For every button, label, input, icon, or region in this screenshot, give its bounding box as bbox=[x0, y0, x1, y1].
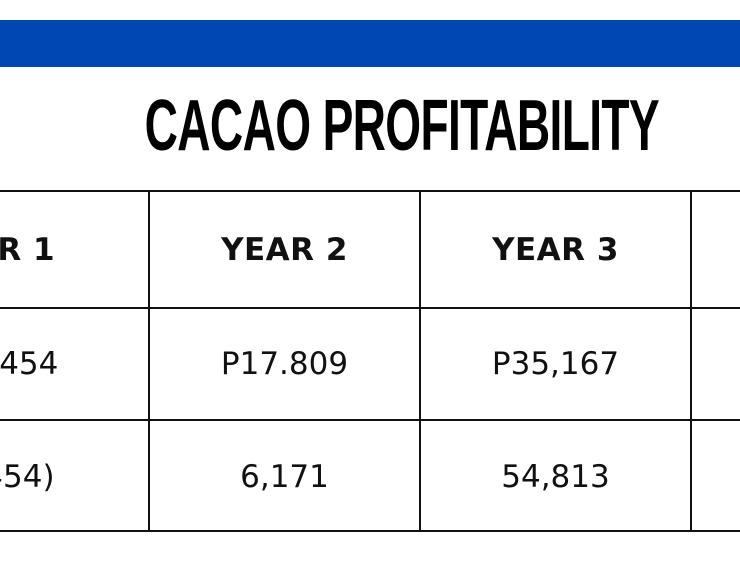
table-cell-row2-year1: ,454) bbox=[0, 458, 55, 495]
header-cell-year-1: AR 1 bbox=[0, 231, 56, 268]
table-cell-row1-year2: P17.809 bbox=[220, 346, 349, 382]
column-divider bbox=[690, 192, 692, 532]
page-title: CACAO PROFITABILITY bbox=[0, 78, 740, 174]
header-cell-year-2: YEAR 2 bbox=[221, 231, 348, 268]
row-divider bbox=[0, 307, 740, 309]
profitability-table: AR 1 YEAR 2 YEAR 3 7,454 P17.809 P35,167… bbox=[0, 190, 740, 532]
row-divider bbox=[0, 419, 740, 421]
page-title-text: CACAO PROFITABILITY bbox=[144, 86, 660, 166]
column-divider bbox=[148, 192, 150, 532]
table-cell-row2-year4 bbox=[692, 421, 740, 532]
table-cell-row1-year4 bbox=[692, 309, 740, 419]
column-divider bbox=[419, 192, 421, 532]
table-cell-row1-year1: 7,454 bbox=[0, 346, 59, 382]
table-cell-row2-year2: 6,171 bbox=[240, 458, 329, 495]
table-cell-row2-year3: 54,813 bbox=[501, 458, 610, 495]
header-cell-year-3: YEAR 3 bbox=[492, 231, 619, 268]
top-blue-banner bbox=[0, 20, 740, 67]
header-cell-year-4 bbox=[692, 192, 740, 307]
table-cell-row1-year3: P35,167 bbox=[491, 346, 620, 382]
profitability-table-viewport: AR 1 YEAR 2 YEAR 3 7,454 P17.809 P35,167… bbox=[0, 190, 740, 532]
